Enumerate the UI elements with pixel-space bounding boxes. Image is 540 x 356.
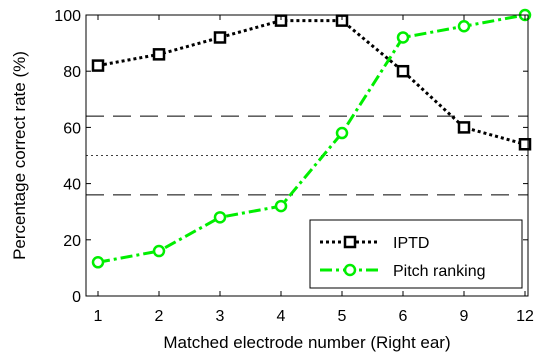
legend-marker-pitch-ranking	[343, 263, 357, 277]
x-tick-label: 5	[338, 308, 347, 325]
point-pitch-ranking	[91, 256, 105, 269]
legend-label-iptd: IPTD	[393, 235, 429, 252]
legend: IPTD Pitch ranking	[309, 219, 523, 289]
series-layer	[91, 8, 532, 269]
point-iptd	[213, 31, 227, 44]
y-tick-label: 60	[63, 120, 81, 137]
x-axis-label: Matched electrode number (Right ear)	[163, 333, 450, 352]
y-axis-label: Percentage correct rate (%)	[10, 51, 29, 260]
plot-frame	[85, 14, 529, 297]
point-pitch-ranking	[335, 126, 349, 140]
point-pitch-ranking	[396, 31, 410, 44]
y-tick-label: 40	[63, 177, 81, 194]
y-tick-label: 100	[54, 8, 81, 25]
point-iptd	[91, 59, 105, 72]
series-line-pitch-ranking	[97, 13, 526, 264]
point-pitch-ranking	[213, 211, 227, 224]
x-tick-label: 4	[277, 308, 286, 325]
x-tick-label: 1	[94, 308, 103, 325]
y-tick-label: 80	[63, 64, 81, 81]
reference-lines	[86, 115, 528, 196]
x-tick-label: 9	[460, 308, 469, 325]
x-tick-label: 2	[155, 308, 164, 325]
x-tick-label: 6	[399, 308, 408, 325]
y-tick-label: 20	[63, 233, 81, 250]
legend-marker-iptd	[343, 235, 357, 249]
point-pitch-ranking	[457, 19, 471, 33]
legend-label-pitch-ranking: Pitch ranking	[393, 263, 486, 280]
series-line-iptd	[97, 19, 526, 146]
point-iptd	[396, 64, 410, 78]
point-iptd	[152, 48, 166, 61]
x-tick-label: 3	[216, 308, 225, 325]
point-pitch-ranking	[274, 199, 288, 213]
x-tick-label: 12	[516, 308, 534, 325]
y-tick-label: 0	[72, 289, 81, 306]
point-pitch-ranking	[152, 244, 166, 258]
point-iptd	[518, 138, 532, 151]
legend-box	[309, 219, 523, 289]
point-iptd	[457, 121, 471, 134]
